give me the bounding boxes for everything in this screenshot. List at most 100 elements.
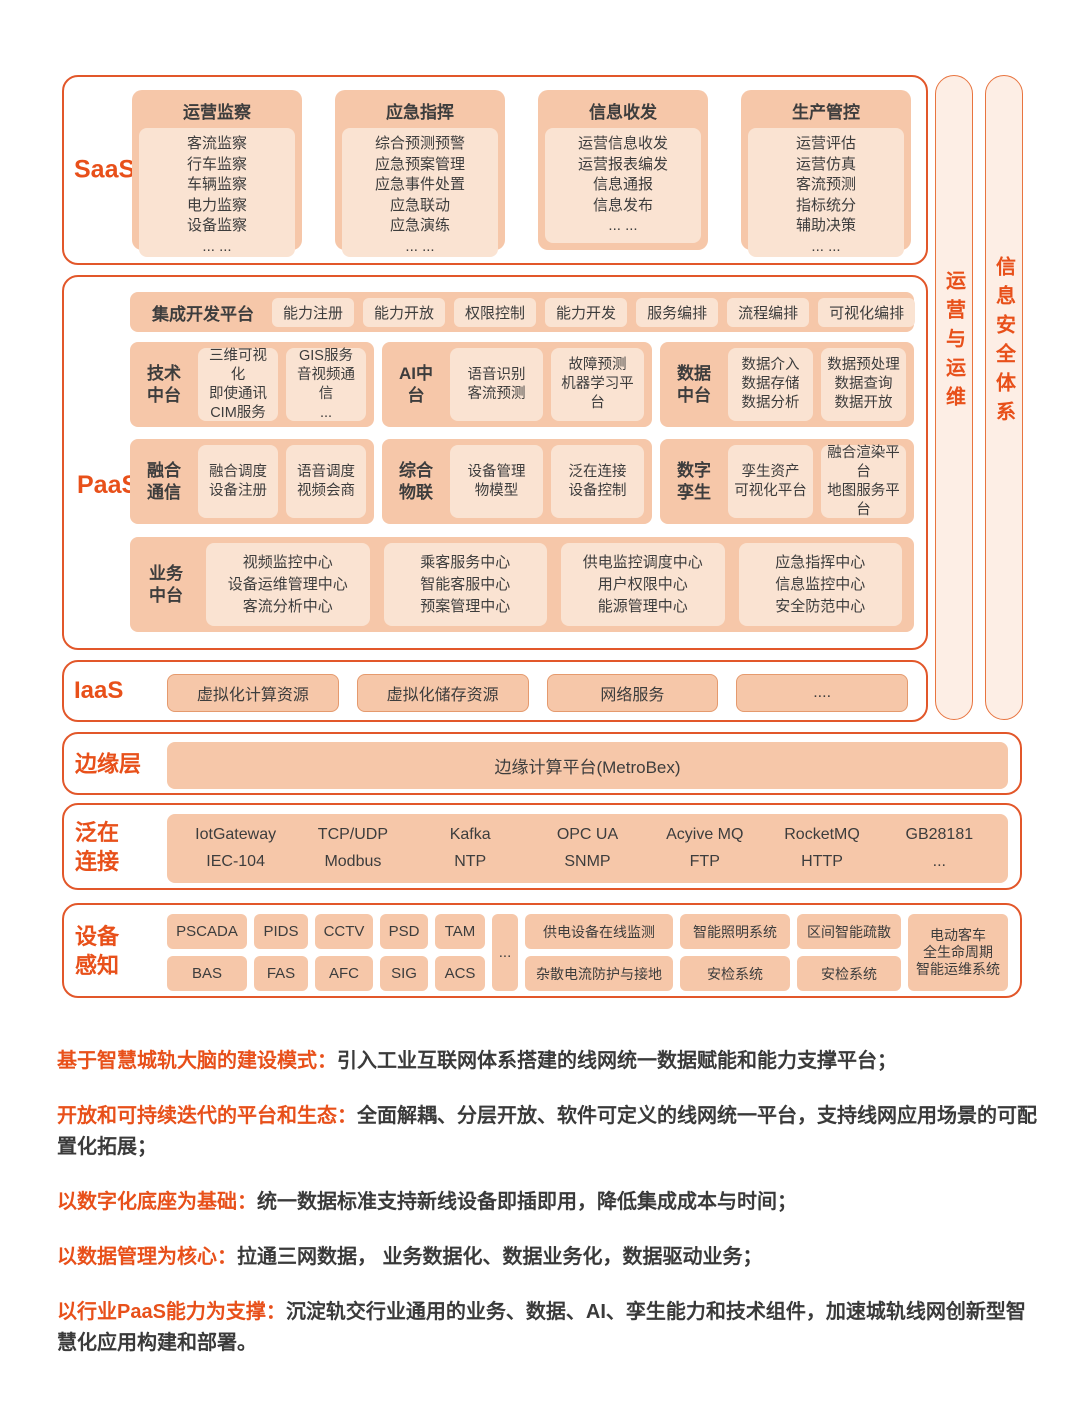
platform-item: 数据分析: [741, 395, 800, 411]
iaas-storage-box: 虚拟化储存资源: [356, 674, 529, 712]
saas-item: 信息发布: [592, 196, 653, 214]
business-center-box-3: 供电监控调度中心 用户权限中心 能源管理中心: [561, 543, 725, 626]
saas-item: 综合预测预警: [374, 135, 465, 152]
business-center: 客流分析中心: [242, 597, 333, 615]
fusion-comm-box-2: 语音调度 视频会商: [286, 445, 366, 518]
protocol-item: FTP: [689, 852, 720, 870]
protocol-item: IotGateway: [195, 826, 277, 844]
saas-item: 应急预案管理: [374, 155, 465, 173]
device-cell-evacuation: 区间智能疏散: [797, 914, 901, 949]
capability-chip: 能力开放: [363, 297, 446, 327]
protocol-item: TCP/UDP: [317, 826, 389, 844]
saas-item: ... ...: [202, 237, 232, 255]
protocol-item: NTP: [454, 852, 487, 870]
iaas-layer-label: IaaS: [74, 677, 124, 704]
platform-item: 语音调度: [297, 463, 355, 480]
platform-item: 孪生资产: [741, 463, 800, 480]
ops-maintenance-bar: 运营与运维: [935, 75, 973, 720]
saas-columns: 运营监察 客流监察 行车监察 车辆监察 电力监察 设备监察 ... ... 应急指挥 综合…: [132, 90, 911, 257]
saas-item: 应急联动: [389, 196, 450, 214]
protocol-item: GB28181: [905, 826, 974, 844]
note-lead: 以数据管理为核心：: [57, 1246, 237, 1268]
device-cell-pids: PIDS: [254, 914, 308, 949]
platform-item: 可视化平台: [734, 482, 807, 499]
saas-item: ... ...: [811, 237, 841, 255]
saas-item: ... ...: [405, 237, 435, 255]
fusion-comm-platform: 融合通信 融合调度 设备注册 语音调度 视频会商: [130, 439, 374, 524]
device-cell-cctv: CCTV: [315, 914, 373, 949]
iot-platform-box-2: 泛在连接 设备控制: [551, 445, 644, 518]
paas-middle-row-1: 技术中台 三维可视化 即使通讯 CIM服务 GIS服务 音视频通信... AI中台 语…: [130, 342, 914, 427]
edge-computing-platform-box: 边缘计算平台(MetroBex): [167, 742, 1008, 789]
saas-item: 应急演练: [389, 217, 450, 234]
capability-chip: 权限控制: [454, 297, 537, 327]
device-cell-ev-lifecycle: 电动客车 全生命周期 智能运维系统: [908, 914, 1008, 991]
platform-item: 设备注册: [209, 482, 267, 499]
ai-platform-box-1: 语音识别 客流预测: [450, 348, 543, 421]
platform-item: 三维可视化: [209, 347, 267, 383]
ai-platform-box-2: 故障预测 机器学习平台: [551, 348, 644, 421]
ops-maintenance-bar-label: 运营与运维: [942, 270, 965, 415]
platform-item: GIS服务: [299, 347, 353, 364]
connection-layer: 泛在连接 IotGateway TCP/UDP Kafka OPC UA Acyive …: [62, 803, 1022, 890]
saas-column-title: 运营监察: [183, 103, 251, 122]
platform-item: 泛在连接: [568, 463, 627, 480]
platform-item: 数据存储: [741, 376, 800, 392]
device-layer-label: 设备感知: [75, 923, 120, 978]
business-center: 用户权限中心: [597, 575, 688, 593]
note-digital-base: 以数字化底座为基础：统一数据标准支持新线设备即插即用，降低集成成本与时间；: [57, 1187, 1042, 1218]
device-cell-acs: ACS: [435, 956, 485, 991]
note-data-management: 以数据管理为核心：拉通三网数据， 业务数据化、数据业务化，数据驱动业务；: [57, 1242, 1042, 1273]
digital-twin-platform-label: 数字孪生: [677, 460, 711, 502]
platform-item: CIM服务: [210, 404, 266, 421]
data-platform-box-2: 数据预处理 数据查询 数据开放: [821, 348, 906, 421]
note-industry-paas: 以行业PaaS能力为支撑：沉淀轨交行业通用的业务、数据、AI、孪生能力和技术组件…: [57, 1297, 1042, 1359]
iaas-more-box: ....: [736, 674, 908, 712]
protocol-item: RocketMQ: [784, 826, 860, 844]
business-center: 供电监控调度中心: [582, 553, 703, 571]
device-layer: 设备感知 PSCADA PIDS CCTV PSD TAM ... 供电设备在线…: [62, 903, 1022, 998]
ai-platform-label: AI中台: [399, 363, 433, 405]
note-lead: 以行业PaaS能力为支撑：: [57, 1301, 286, 1323]
saas-column-title: 生产管控: [792, 103, 860, 122]
device-cell-smart-lighting: 智能照明系统: [680, 914, 790, 949]
business-center: 预案管理中心: [420, 597, 511, 615]
integrated-dev-platform: 集成开发平台 能力注册 能力开放 权限控制 能力开发 服务编排 流程编排 可视化编排: [130, 292, 916, 332]
saas-item: 应急事件处置: [374, 176, 465, 193]
platform-item: 语音识别: [467, 366, 526, 383]
saas-item: 客流监察: [186, 135, 247, 152]
edge-layer-label: 边缘层: [75, 751, 142, 776]
saas-item: 行车监察: [186, 155, 247, 173]
business-center: 智能客服中心: [420, 575, 511, 593]
data-platform-box-1: 数据介入数据存储数据分析: [728, 348, 813, 421]
ai-platform: AI中台 语音识别 客流预测 故障预测 机器学习平台: [382, 342, 652, 427]
capability-chip: 能力注册: [272, 297, 355, 327]
device-cell-fas: FAS: [254, 956, 308, 991]
saas-item: 指标统分: [795, 196, 856, 214]
note-brain-model: 基于智慧城轨大脑的建设模式：引入工业互联网体系搭建的线网统一数据赋能和能力支撑平…: [57, 1046, 1042, 1077]
device-cell-tam: TAM: [435, 914, 485, 949]
device-cell-pscada: PSCADA: [167, 914, 247, 949]
platform-item: ...: [319, 404, 333, 421]
protocol-item: Modbus: [324, 852, 382, 870]
saas-item: 车辆监察: [186, 176, 247, 193]
platform-item: 数据介入: [741, 357, 800, 373]
note-open-platform: 开放和可持续迭代的平台和生态：全面解耦、分层开放、软件可定义的线网统一平台，支持…: [57, 1101, 1042, 1163]
saas-column-title: 应急指挥: [386, 103, 454, 122]
integrated-dev-platform-title: 集成开发平台: [152, 304, 254, 324]
business-center: 能源管理中心: [597, 597, 688, 615]
info-security-bar-label: 信息安全体系: [992, 255, 1015, 430]
note-text: 全面解耦、分层开放、软件可定义的线网统一平台，支持线网应用场景的可配置化拓展；: [57, 1105, 1037, 1158]
tech-platform-box-2: GIS服务 音视频通信...: [286, 348, 366, 421]
paas-layer-label: PaaS: [77, 471, 139, 499]
business-center-box-4: 应急指挥中心 信息监控中心 安全防范中心: [738, 543, 902, 626]
platform-item: 即使通讯: [209, 385, 267, 402]
paas-layer: PaaS 集成开发平台 能力注册 能力开放 权限控制 能力开发 服务编排 流程编排 可视化编…: [62, 275, 928, 650]
integrated-dev-platform-chips: 能力注册 能力开放 权限控制 能力开发 服务编排 流程编排 可视化编排: [272, 297, 916, 327]
tech-platform: 技术中台 三维可视化 即使通讯 CIM服务 GIS服务 音视频通信...: [130, 342, 374, 427]
protocol-row-1: IotGateway TCP/UDP Kafka OPC UA Acyive MQ Roc…: [177, 826, 998, 844]
protocol-item: Acyive MQ: [666, 826, 744, 844]
business-center-box-1: 视频监控中心 设备运维管理中心 客流分析中心: [206, 543, 370, 626]
platform-item: 数据查询: [834, 376, 893, 392]
